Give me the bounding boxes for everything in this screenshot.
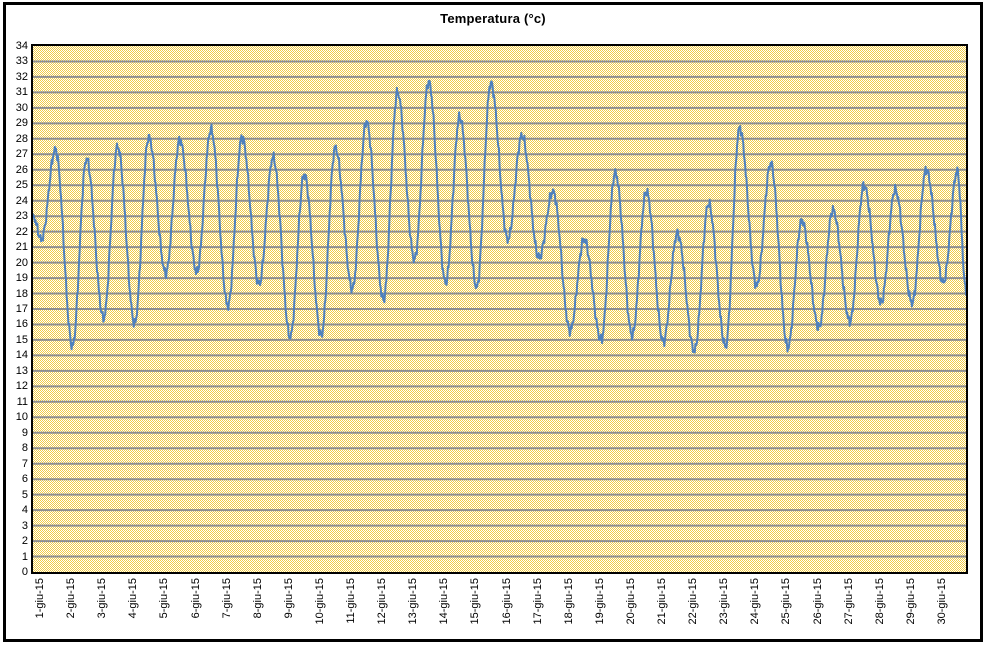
plot-area	[31, 44, 968, 574]
chart-title: Temperatura (°c)	[440, 11, 546, 26]
temperature-line	[33, 79, 966, 354]
outer-border-frame	[3, 2, 983, 642]
plot-canvas	[33, 60, 966, 558]
